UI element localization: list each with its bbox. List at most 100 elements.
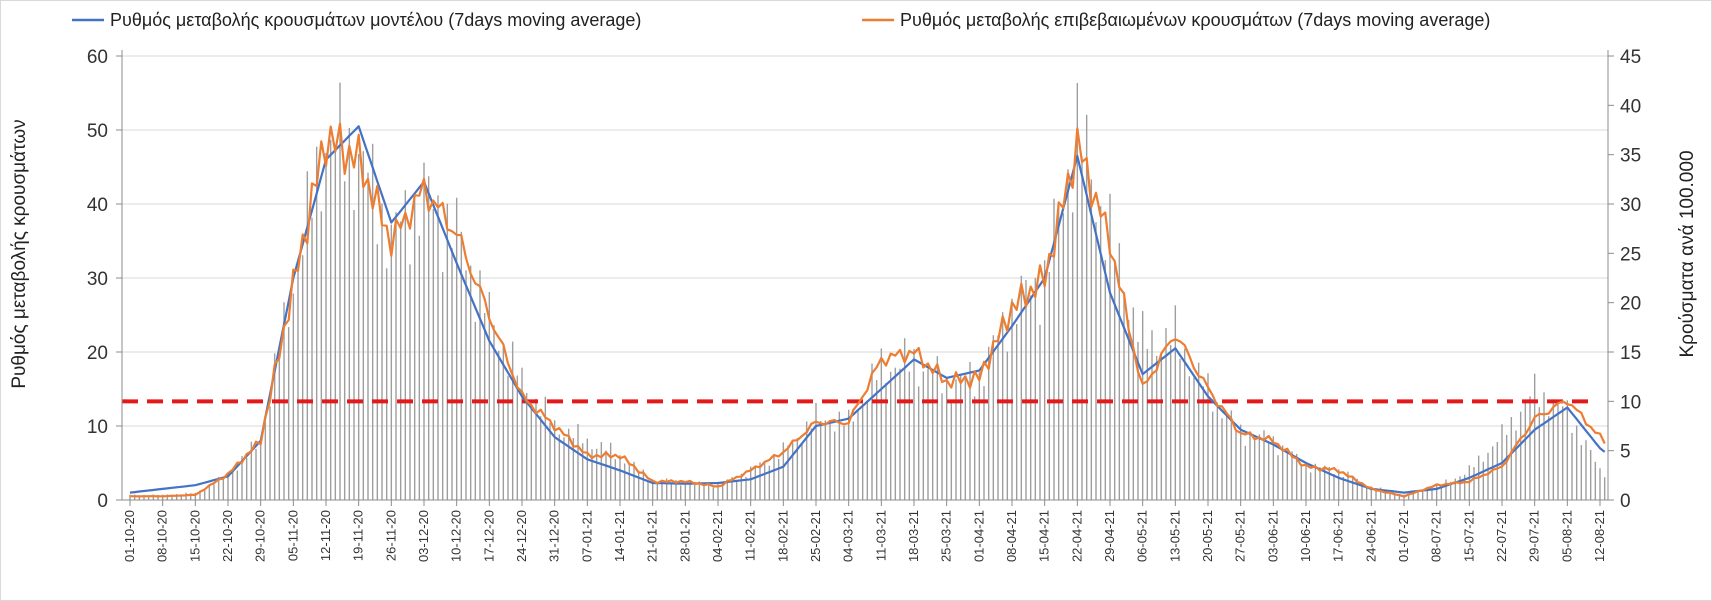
right-tick-label: 20 [1620,294,1641,315]
bar [544,396,547,500]
bar [950,401,953,500]
bar [1337,469,1340,500]
bar [987,346,990,500]
right-axis-ticks: 0 5 10 15 20 25 30 35 40 45 [1608,47,1641,512]
bar [222,478,225,500]
x-tick-label: 04-02-21 [710,510,725,562]
bar [311,217,313,500]
bar [1155,355,1158,500]
x-tick-label: 29-04-21 [1102,510,1117,562]
bar [955,379,957,500]
bar [199,490,201,500]
bar [1351,477,1354,500]
bar [1099,206,1102,500]
bar [1603,477,1606,500]
bar [1211,411,1214,500]
bar [236,470,239,500]
bar [917,386,920,500]
bar [787,445,789,500]
bar [1109,193,1111,500]
x-tick-label: 03-12-20 [416,510,431,562]
bar [693,481,696,500]
bar [1445,479,1447,500]
bar [1505,434,1508,500]
bar [1543,392,1545,500]
bar [371,143,374,501]
bar-series [129,82,1606,501]
bar [539,416,542,500]
bar [138,495,141,500]
bar [553,420,556,500]
bar [1449,481,1452,500]
bar [1216,402,1219,500]
bar [1557,399,1559,500]
bar [1267,443,1270,500]
bar [824,420,827,500]
bar [829,423,831,500]
bar [483,312,486,500]
bar [143,494,145,500]
bar [511,341,514,500]
bar [721,483,724,500]
bar [269,406,271,500]
bar [707,483,710,500]
x-tick-label: 29-10-20 [253,510,268,562]
bar [278,356,281,500]
bar [1561,406,1564,500]
bar [1552,399,1555,500]
x-tick-label: 24-12-20 [514,510,529,562]
bar [1412,491,1415,500]
right-tick-label: 30 [1620,195,1641,216]
left-axis-title: Ρυθμός μεταβολής κρουσμάτων [9,119,30,388]
bar [1389,491,1391,500]
bar [1081,156,1083,501]
bar [1239,424,1242,500]
x-tick-label: 08-10-20 [155,510,170,562]
bar [1454,478,1457,500]
bar [871,363,873,500]
bar [623,463,626,500]
bar [437,195,439,500]
bar [348,127,351,500]
bar [297,269,299,500]
right-tick-label: 40 [1620,96,1641,117]
bar [208,484,211,500]
bar [1482,461,1485,500]
bar [609,442,612,500]
bar [1263,430,1265,500]
bar [1193,375,1195,500]
bar [973,396,976,500]
x-tick-label: 18-03-21 [906,510,921,562]
bar [1127,319,1130,500]
bar [273,353,276,500]
bar [959,373,962,500]
bar [745,476,747,500]
bar [1123,296,1125,500]
bar [633,461,635,500]
bar [320,211,323,500]
x-tick-label: 04-03-21 [841,510,856,562]
bar [1090,179,1093,500]
bar [1379,487,1382,500]
bar [983,386,985,500]
bar [446,203,449,500]
x-tick-label: 06-05-21 [1135,510,1150,562]
x-tick-label: 10-06-21 [1298,510,1313,562]
bar [577,423,579,500]
line-series-group [129,122,1606,498]
bar [1085,114,1088,500]
left-tick-label: 60 [87,47,108,68]
bar [255,448,257,500]
bar [1431,489,1433,500]
bar [1375,489,1377,500]
bar [217,476,220,500]
right-tick-label: 0 [1620,491,1631,512]
bar [1221,418,1223,500]
bar [586,438,589,500]
bar [1230,410,1233,500]
bar [908,371,911,500]
bar [1435,485,1438,500]
bar [1473,467,1475,500]
bar [390,224,393,500]
